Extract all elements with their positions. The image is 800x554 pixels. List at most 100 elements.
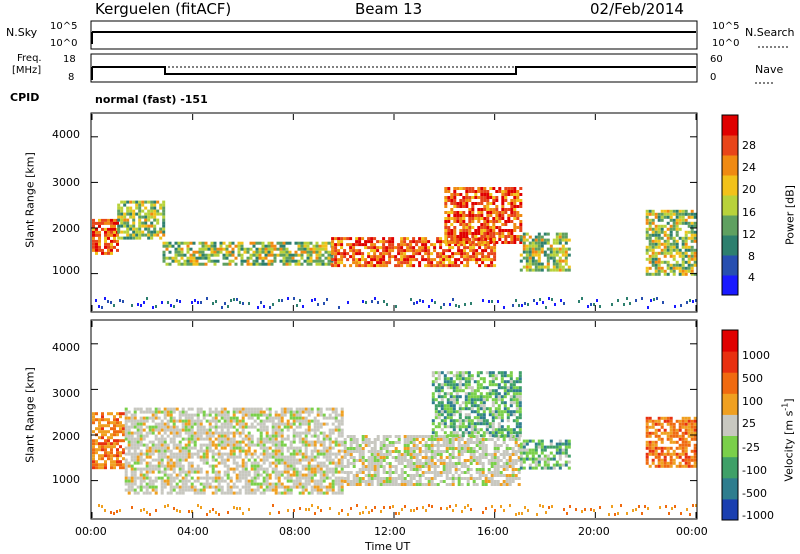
velocity-echo-cell xyxy=(482,377,486,381)
velocity-echo-cell xyxy=(517,438,521,441)
velocity-echo-cell xyxy=(355,471,359,474)
power-echo-cell xyxy=(258,247,262,251)
power-echo-cell xyxy=(195,250,199,254)
velocity-echo-cell xyxy=(110,412,113,416)
power-echo-cell xyxy=(487,243,491,247)
velocity-echo-cell xyxy=(139,482,143,486)
power-echo-cell xyxy=(648,272,652,276)
velocity-echo-cell xyxy=(451,483,455,486)
velocity-echo-cell xyxy=(205,431,209,435)
power-echo-cell xyxy=(294,253,298,257)
power-echo-cell xyxy=(546,232,550,236)
power-echo-cell xyxy=(678,227,682,231)
power-echo-cell xyxy=(156,221,160,225)
power-echo-cell xyxy=(261,247,265,251)
velocity-echo-cell xyxy=(525,451,529,455)
velocity-echo-cell xyxy=(136,434,140,438)
velocity-echo-cell xyxy=(457,480,461,483)
power-echo-cell xyxy=(675,224,679,228)
velocity-echo-cell xyxy=(130,473,134,477)
velocity-echo-cell xyxy=(514,477,518,480)
velocity-echo-cell xyxy=(148,446,152,450)
velocity-echo-cell xyxy=(549,445,553,449)
power-echo-cell xyxy=(382,264,386,268)
power-echo-cell xyxy=(397,264,401,268)
velocity-echo-cell xyxy=(439,474,443,477)
power-echo-cell xyxy=(225,244,229,248)
power-echo-cell xyxy=(567,268,571,272)
velocity-echo-cell xyxy=(107,436,110,440)
velocity-echo-cell xyxy=(430,483,434,486)
power-echo-cell xyxy=(110,239,113,243)
velocity-echo-cell xyxy=(110,466,113,470)
power-echo-cell xyxy=(534,268,538,272)
power-echo-cell xyxy=(246,250,250,254)
power-echo-cell xyxy=(561,235,565,239)
velocity-echo-cell xyxy=(226,443,230,447)
velocity-echo-cell xyxy=(518,422,522,426)
power-echo-cell xyxy=(525,244,529,248)
velocity-echo-cell xyxy=(502,438,506,441)
power-echo-cell xyxy=(444,196,448,199)
power-echo-cell xyxy=(448,264,452,268)
velocity-echo-cell xyxy=(223,437,227,441)
velocity-echo-cell xyxy=(502,474,506,477)
velocity-echo-cell xyxy=(253,419,257,423)
velocity-echo-cell xyxy=(355,438,359,441)
velocity-echo-cell xyxy=(169,491,173,495)
power-echo-cell xyxy=(444,235,448,238)
power-echo-cell xyxy=(480,196,484,199)
velocity-echo-cell xyxy=(172,425,176,429)
velocity-echo-cell xyxy=(286,422,290,426)
velocity-echo-cell xyxy=(316,491,320,495)
velocity-echo-cell xyxy=(220,491,224,495)
velocity-echo-cell xyxy=(482,416,486,420)
velocity-echo-cell xyxy=(235,461,239,465)
power-echo-cell xyxy=(412,264,416,268)
velocity-echo-cell xyxy=(424,444,428,447)
velocity-echo-cell xyxy=(277,434,281,438)
velocity-echo-cell xyxy=(250,422,254,426)
velocity-echo-cell xyxy=(319,488,323,492)
power-echo-cell xyxy=(651,230,655,234)
power-echo-cell xyxy=(334,243,338,247)
power-echo-cell xyxy=(663,254,667,258)
velocity-echo-cell xyxy=(316,479,320,483)
velocity-echo-cell xyxy=(409,450,413,453)
velocity-echo-cell xyxy=(512,410,516,414)
power-echo-cell xyxy=(513,202,517,205)
velocity-echo-cell xyxy=(385,477,389,480)
power-echo-cell xyxy=(409,261,413,265)
velocity-cbar-tick-3: 25 xyxy=(742,417,756,430)
power-echo-cell xyxy=(394,264,398,268)
power-echo-cell xyxy=(243,250,247,254)
velocity-echo-cell xyxy=(232,437,236,441)
velocity-echo-cell xyxy=(439,438,443,441)
velocity-echo-cell xyxy=(434,386,438,390)
velocity-echo-cell xyxy=(558,445,562,449)
velocity-echo-cell xyxy=(160,488,164,492)
velocity-echo-cell xyxy=(346,447,350,450)
power-echo-cell xyxy=(474,229,478,232)
power-echo-cell xyxy=(346,243,350,247)
velocity-echo-cell xyxy=(379,462,383,465)
velocity-echo-cell xyxy=(488,431,492,435)
velocity-echo-cell xyxy=(466,480,470,483)
power-echo-cell xyxy=(663,224,667,228)
velocity-echo-cell xyxy=(208,422,212,426)
velocity-echo-cell xyxy=(241,473,245,477)
velocity-echo-cell xyxy=(181,455,185,459)
velocity-echo-cell xyxy=(446,377,450,381)
velocity-echo-cell xyxy=(202,449,206,453)
velocity-echo-cell xyxy=(124,479,128,483)
power-echo-cell xyxy=(484,237,488,241)
velocity-echo-cell xyxy=(104,424,107,428)
velocity-echo-cell xyxy=(567,454,571,458)
power-echo-cell xyxy=(288,256,292,260)
velocity-echo-cell xyxy=(116,457,119,461)
velocity-echo-cell xyxy=(370,483,374,486)
velocity-echo-cell xyxy=(543,457,547,461)
power-echo-cell xyxy=(531,253,535,257)
velocity-echo-cell xyxy=(452,434,456,438)
velocity-echo-cell xyxy=(226,485,230,489)
